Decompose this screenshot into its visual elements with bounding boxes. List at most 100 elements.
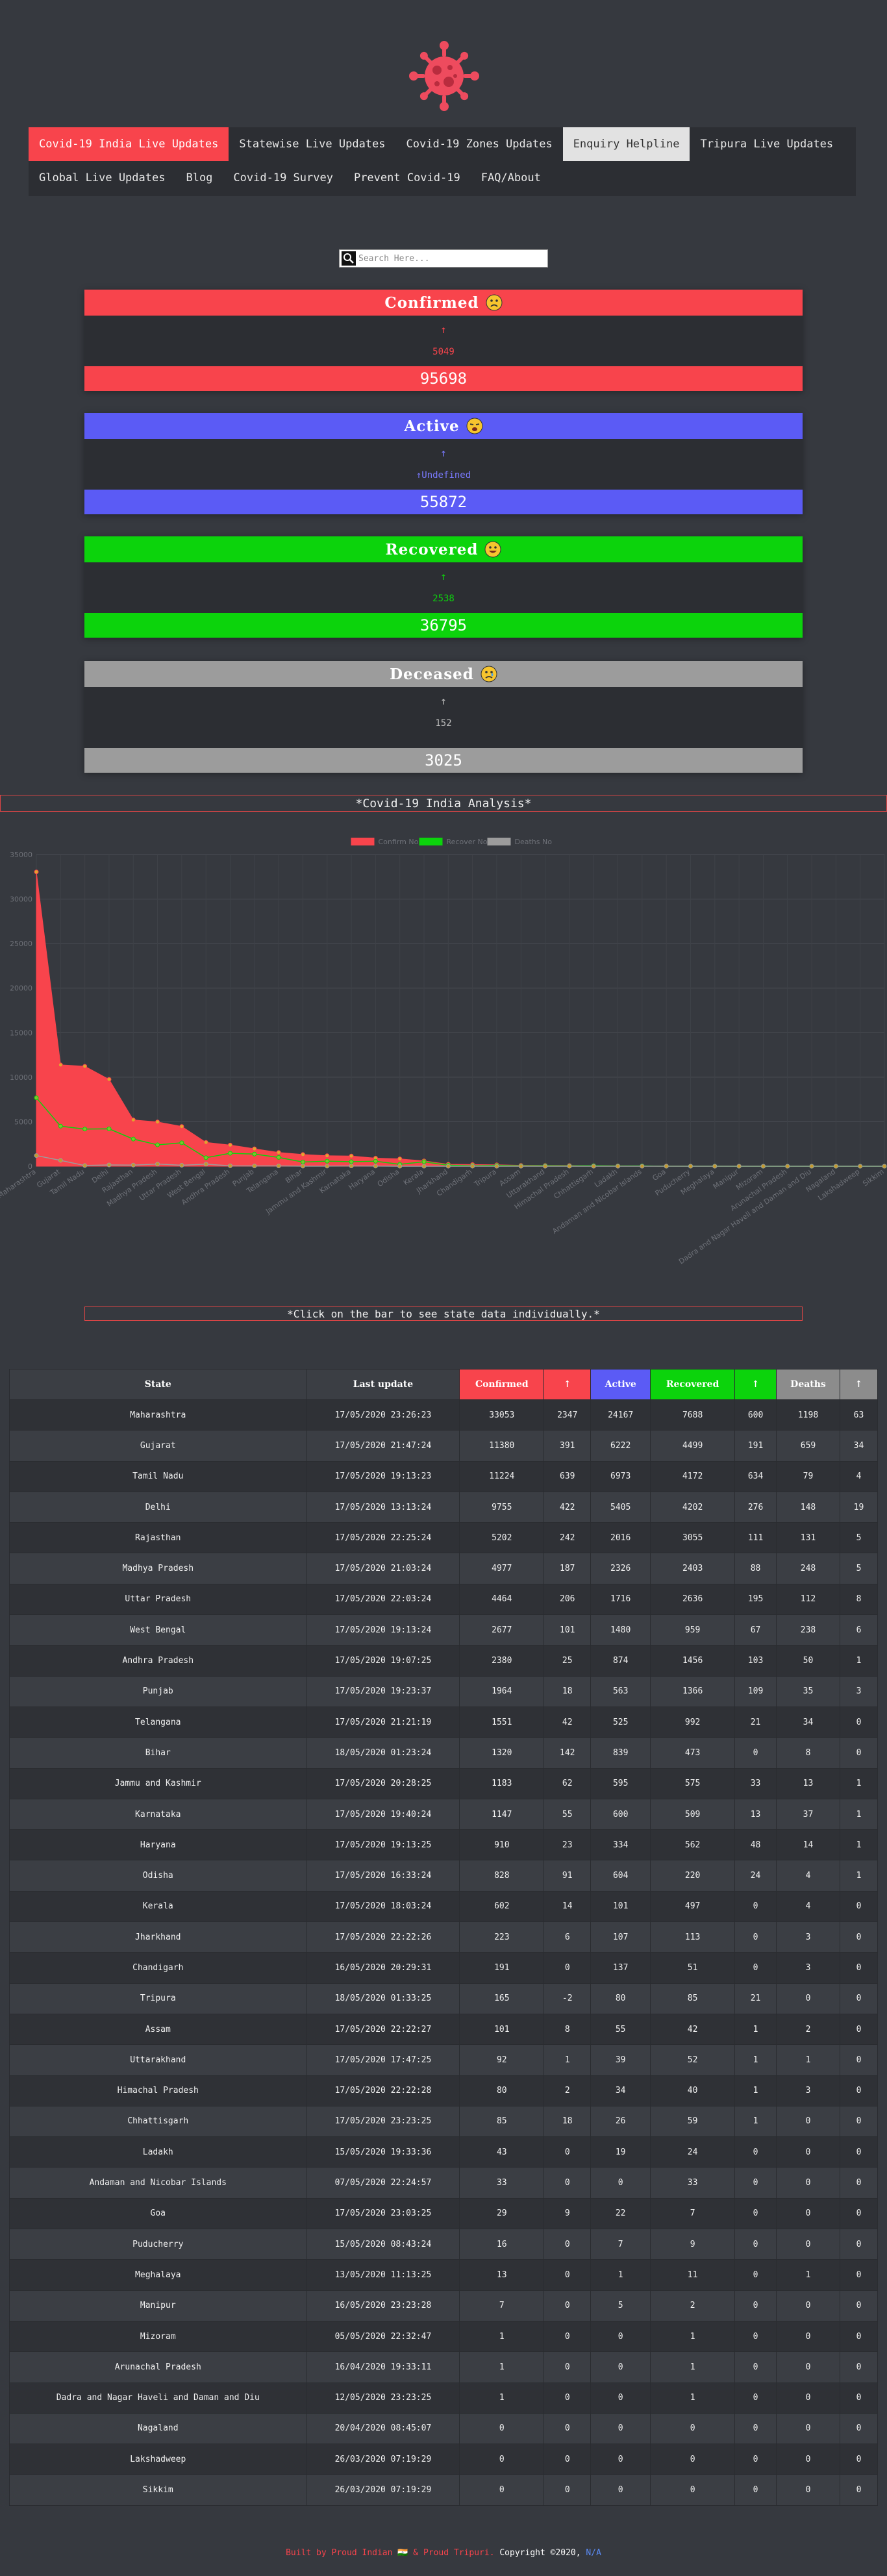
table-row[interactable]: West Bengal 17/05/2020 19:13:24 2677 101 148… — [9, 1614, 879, 1646]
footer-link[interactable]: N/A — [586, 2548, 601, 2558]
india-analysis-chart[interactable]: 0 5000 10000 15000 20000 25000 30000 35000 Confi… — [0, 826, 887, 1307]
search-icon[interactable] — [342, 251, 356, 266]
nav-enquiry-helpline[interactable]: Enquiry Helpline — [562, 127, 690, 161]
table-row[interactable]: Punjab 17/05/2020 19:23:37 1964 18 563 1366 10… — [9, 1675, 879, 1707]
nav-covid-survey[interactable]: Covid-19 Survey — [233, 171, 333, 184]
confirmed-point — [203, 1140, 208, 1145]
cell-confirmed: 33053 — [459, 1399, 545, 1431]
cell-active: 874 — [590, 1645, 651, 1677]
table-row[interactable]: Delhi 17/05/2020 13:13:24 9755 422 5405 4202 2… — [9, 1491, 879, 1523]
header-state[interactable]: State — [9, 1369, 307, 1400]
cell-deaths-delta: 0 — [839, 2474, 879, 2506]
recovered-delta: 2538 — [432, 594, 455, 604]
header-deaths[interactable]: Deaths — [776, 1369, 840, 1400]
nav-faq-about[interactable]: FAQ/About — [481, 171, 541, 184]
nav-india-live-updates[interactable]: Covid-19 India Live Updates — [29, 127, 229, 161]
table-row[interactable]: Karnataka 17/05/2020 19:40:24 1147 55 600 509… — [9, 1798, 879, 1831]
header-confirmed-delta[interactable]: ↑ — [543, 1369, 592, 1400]
cell-state: Uttarakhand — [9, 2044, 307, 2076]
table-row[interactable]: Andhra Pradesh 17/05/2020 19:07:25 2380 25 8… — [9, 1645, 879, 1677]
active-card: Active ↑ ↑Undefined 55872 — [84, 413, 803, 514]
table-row[interactable]: Himachal Pradesh 17/05/2020 22:22:28 80 2 34… — [9, 2075, 879, 2107]
table-row[interactable]: Odisha 17/05/2020 16:33:24 828 91 604 220 24 4 1 — [9, 1860, 879, 1892]
cell-recovered-delta: 111 — [734, 1522, 777, 1554]
cell-deaths-delta: 0 — [839, 2167, 879, 2199]
confirmed-point — [252, 1146, 257, 1151]
cell-confirmed: 1964 — [459, 1675, 545, 1707]
deaths-point — [325, 1164, 330, 1169]
cell-recovered: 9 — [650, 2229, 736, 2260]
header-recovered[interactable]: Recovered — [650, 1369, 736, 1400]
table-row[interactable]: Mizoram 05/05/2020 22:32:47 1 0 0 1 0 0 0 — [9, 2320, 879, 2353]
nav-global-live-updates[interactable]: Global Live Updates — [39, 171, 166, 184]
table-row[interactable]: Jammu and Kashmir 17/05/2020 20:28:25 1183… — [9, 1768, 879, 1799]
table-row[interactable]: Bihar 18/05/2020 01:23:24 1320 142 839 473 0 8 0 — [9, 1737, 879, 1769]
deaths-point — [203, 1162, 208, 1167]
search-input[interactable] — [356, 251, 544, 266]
nav-tripura-live-updates[interactable]: Tripura Live Updates — [700, 138, 834, 151]
cell-recovered-delta: 0 — [734, 2351, 777, 2383]
table-row[interactable]: Tamil Nadu 17/05/2020 19:13:23 11224 639 697… — [9, 1460, 879, 1492]
header-confirmed[interactable]: Confirmed — [459, 1369, 545, 1400]
nav-prevent-covid[interactable]: Prevent Covid-19 — [353, 171, 460, 184]
confirmed-point — [228, 1142, 233, 1147]
table-row[interactable]: Uttarakhand 17/05/2020 17:47:25 92 1 39 52 1 1 0 — [9, 2044, 879, 2076]
table-row[interactable]: Chhattisgarh 17/05/2020 23:23:25 85 18 26 59 1… — [9, 2105, 879, 2138]
table-row[interactable]: Andaman and Nicobar Islands 07/05/2020 22… — [9, 2167, 879, 2199]
header-recovered-delta[interactable]: ↑ — [734, 1369, 777, 1400]
recovered-point — [276, 1155, 281, 1160]
table-row[interactable]: Madhya Pradesh 17/05/2020 21:03:24 4977 187… — [9, 1553, 879, 1584]
confirmed-arrow: ↑ — [440, 323, 447, 336]
cell-last-update: 07/05/2020 22:24:57 — [306, 2167, 460, 2199]
cell-active: 5 — [590, 2290, 651, 2321]
cell-deaths: 13 — [776, 1768, 840, 1799]
nav-blog[interactable]: Blog — [186, 171, 213, 184]
statewise-table: State Last update Confirmed ↑ Active Rec… — [9, 1369, 879, 2506]
x-tick-label: Tripura — [472, 1168, 497, 1189]
table-row[interactable]: Chandigarh 16/05/2020 20:29:31 191 0 137 51 0 3… — [9, 1952, 879, 1984]
nav-statewise-live-updates[interactable]: Statewise Live Updates — [239, 138, 386, 151]
cell-confirmed-delta: 0 — [543, 2229, 592, 2260]
table-row[interactable]: Tripura 18/05/2020 01:33:25 165 -2 80 85 21 0 0 — [9, 1982, 879, 2014]
deceased-card-title: Deceased — [390, 665, 474, 683]
table-row[interactable]: Puducherry 15/05/2020 08:43:24 16 0 7 9 0 0 0 — [9, 2229, 879, 2260]
cell-recovered-delta: 0 — [734, 2412, 777, 2445]
cell-deaths: 4 — [776, 1890, 840, 1923]
table-row[interactable]: Gujarat 17/05/2020 21:47:24 11380 391 6222 44… — [9, 1430, 879, 1462]
cell-confirmed-delta: 62 — [543, 1768, 592, 1799]
table-row[interactable]: Meghalaya 13/05/2020 11:13:25 13 0 1 11 0 1 0 — [9, 2259, 879, 2291]
table-row[interactable]: Maharashtra 17/05/2020 23:26:23 33053 2347 2… — [9, 1399, 879, 1431]
table-row[interactable]: Nagaland 20/04/2020 08:45:07 0 0 0 0 0 0 0 — [9, 2412, 879, 2445]
table-row[interactable]: Rajasthan 17/05/2020 22:25:24 5202 242 2016 3… — [9, 1522, 879, 1554]
table-row[interactable]: Telangana 17/05/2020 21:21:19 1551 42 525 992… — [9, 1706, 879, 1738]
header-deaths-delta[interactable]: ↑ — [839, 1369, 879, 1400]
header-active[interactable]: Active — [590, 1369, 651, 1400]
table-row[interactable]: Dadra and Nagar Haveli and Daman and Diu… — [9, 2382, 879, 2414]
cell-state: Chandigarh — [9, 1952, 307, 1984]
header-last-update[interactable]: Last update — [306, 1369, 460, 1400]
table-row[interactable]: Assam 17/05/2020 22:22:27 101 8 55 42 1 2 0 — [9, 2013, 879, 2045]
cell-deaths: 148 — [776, 1491, 840, 1523]
tired-face-icon — [466, 418, 483, 434]
table-row[interactable]: Arunachal Pradesh 16/04/2020 19:33:11 1 0 0 1… — [9, 2351, 879, 2383]
cell-confirmed-delta: 91 — [543, 1860, 592, 1892]
cell-recovered-delta: 191 — [734, 1430, 777, 1462]
table-row[interactable]: Goa 17/05/2020 23:03:25 29 9 22 7 0 0 0 — [9, 2197, 879, 2230]
table-row[interactable]: Kerala 17/05/2020 18:03:24 602 14 101 497 0 4 0 — [9, 1890, 879, 1923]
table-row[interactable]: Haryana 17/05/2020 19:13:25 910 23 334 562 48 1… — [9, 1829, 879, 1861]
cell-confirmed: 165 — [459, 1982, 545, 2014]
table-row[interactable]: Jharkhand 17/05/2020 22:22:26 223 6 107 113 0 3… — [9, 1921, 879, 1953]
table-row[interactable]: Sikkim 26/03/2020 07:19:29 0 0 0 0 0 0 0 — [9, 2474, 879, 2506]
cell-state: Manipur — [9, 2290, 307, 2321]
table-row[interactable]: Uttar Pradesh 17/05/2020 22:03:24 4464 206 1… — [9, 1583, 879, 1616]
table-row[interactable]: Manipur 16/05/2020 23:23:28 7 0 5 2 0 0 0 — [9, 2290, 879, 2321]
table-row[interactable]: Ladakh 15/05/2020 19:33:36 43 0 19 24 0 0 0 — [9, 2136, 879, 2168]
nav-zones-updates[interactable]: Covid-19 Zones Updates — [406, 138, 553, 151]
cell-confirmed: 85 — [459, 2105, 545, 2138]
table-row[interactable]: Lakshadweep 26/03/2020 07:19:29 0 0 0 0 0 0 0 — [9, 2444, 879, 2475]
cell-active: 0 — [590, 2382, 651, 2414]
recovered-card-header: Recovered — [84, 536, 803, 562]
cell-state: Andhra Pradesh — [9, 1645, 307, 1677]
confirmed-point — [155, 1119, 160, 1125]
cell-deaths: 1 — [776, 2259, 840, 2291]
